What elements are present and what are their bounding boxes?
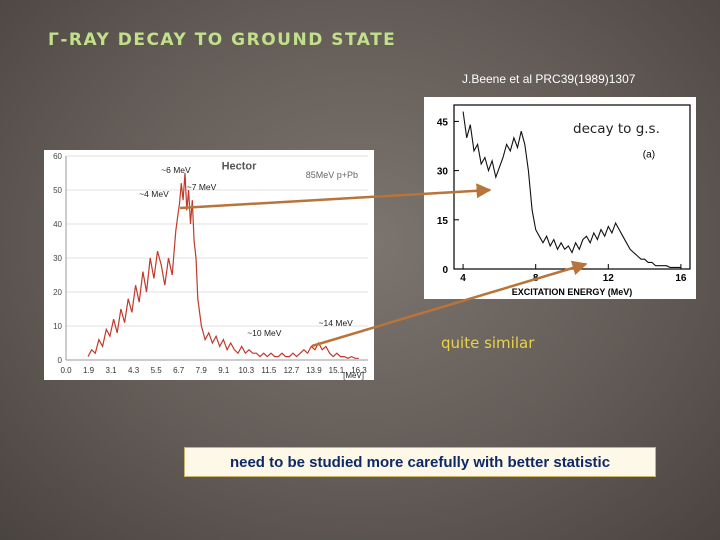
peak-annotation: ~10 MeV <box>247 328 282 338</box>
note-box: need to be studied more carefully with b… <box>184 447 656 477</box>
x-tick-label: 3.1 <box>106 366 118 375</box>
x-tick-label: 9.1 <box>218 366 230 375</box>
x-tick-label: 4.3 <box>128 366 140 375</box>
quite-similar-label: quite similar <box>441 334 535 352</box>
x-tick-label: 16 <box>675 273 687 284</box>
legend-label: (a) <box>643 149 655 160</box>
y-tick-label: 60 <box>53 152 62 161</box>
x-axis-label: [MeV] <box>343 371 364 380</box>
y-tick-label: 30 <box>437 167 449 178</box>
x-tick-label: 12.7 <box>284 366 300 375</box>
y-tick-label: 0 <box>442 265 448 276</box>
x-tick-label: 11.5 <box>261 366 277 375</box>
peak-annotation: ~7 MeV <box>187 182 217 192</box>
spectrum-line <box>462 111 681 268</box>
x-tick-label: 15.1 <box>329 366 345 375</box>
x-tick-label: 1.9 <box>83 366 95 375</box>
x-tick-label: 10.3 <box>239 366 255 375</box>
y-tick-label: 20 <box>53 288 62 297</box>
peak-annotation: ~14 MeV <box>319 318 354 328</box>
decay-to-gs-label: decay to g.s. <box>573 121 660 137</box>
histogram-line <box>87 172 359 359</box>
x-tick-label: 7.9 <box>196 366 208 375</box>
y-tick-label: 40 <box>53 220 62 229</box>
x-tick-label: 5.5 <box>151 366 163 375</box>
x-axis-label: EXCITATION ENERGY (MeV) <box>512 287 633 297</box>
y-tick-label: 0 <box>58 356 63 365</box>
y-tick-label: 30 <box>53 254 62 263</box>
y-tick-label: 10 <box>53 322 62 331</box>
peak-annotation: ~6 MeV <box>161 165 191 175</box>
x-tick-label: 4 <box>460 273 466 284</box>
x-tick-label: 16.3 <box>351 366 367 375</box>
slide-title: Γ-RAY DECAY TO GROUND STATE <box>48 30 397 50</box>
x-tick-label: 6.7 <box>173 366 185 375</box>
x-tick-label: 8 <box>533 273 539 284</box>
y-tick-label: 45 <box>437 117 449 128</box>
hector-histogram-chart: 0 10 20 30 40 50 60 0.0 1.9 3.1 4.3 5.5 6.7 7.9 9.1 10.… <box>44 150 374 380</box>
chart-title: Hector <box>222 161 258 173</box>
chart-subtitle: 85MeV p+Pb <box>306 170 358 180</box>
note-text: need to be studied more carefully with b… <box>229 453 611 471</box>
y-tick-label: 50 <box>53 186 62 195</box>
x-tick-label: 0.0 <box>60 366 72 375</box>
peak-annotation: ~4 MeV <box>139 189 169 199</box>
x-tick-label: 13.9 <box>306 366 322 375</box>
x-tick-label: 12 <box>603 273 615 284</box>
y-tick-label: 15 <box>437 216 449 227</box>
citation: J.Beene et al PRC39(1989)1307 <box>462 72 636 86</box>
